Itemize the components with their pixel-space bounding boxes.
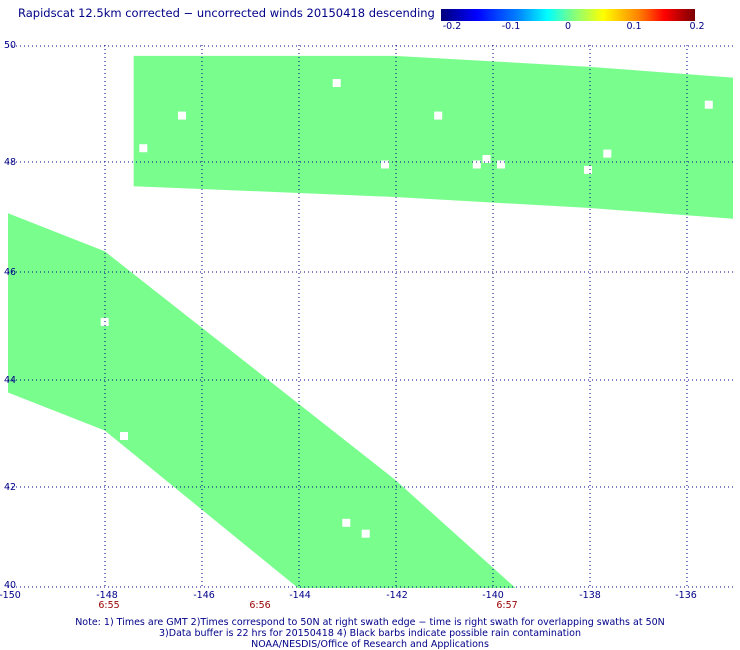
no-data-cell <box>704 100 713 109</box>
graticule <box>8 45 733 588</box>
no-data-cell <box>497 160 505 169</box>
no-data-cell <box>120 432 128 440</box>
no-data-cell <box>342 518 351 527</box>
lon-label-144: -144 <box>289 590 311 601</box>
no-data-cell <box>178 111 186 120</box>
lon-label-136: -136 <box>675 590 697 601</box>
colorbar <box>441 9 695 21</box>
colorbar-label-zero: 0 <box>564 21 572 32</box>
note-line-1: Note: 1) Times are GMT 2)Times correspon… <box>75 617 665 628</box>
note-line-3: NOAA/NESDIS/Office of Research and Appli… <box>251 639 489 650</box>
lon-label-150: -150 <box>0 590 21 601</box>
no-data-cell <box>139 144 148 153</box>
lat-label-48: 48 <box>4 157 17 168</box>
wind-swaths <box>8 55 733 588</box>
lon-label-142: -142 <box>386 590 408 601</box>
colorbar-label-pos02: 0.2 <box>689 21 705 32</box>
lat-label-50: 50 <box>4 40 17 51</box>
no-data-cell <box>381 160 389 169</box>
no-data-cell <box>603 149 612 158</box>
no-data-cell <box>361 529 370 538</box>
no-data-cell <box>332 79 341 87</box>
colorbar-label-pos01: 0.1 <box>626 21 642 32</box>
lon-label-146: -146 <box>193 590 215 601</box>
north-swath <box>133 55 733 219</box>
lon-label-138: -138 <box>579 590 601 601</box>
map-title: Rapidscat 12.5km corrected − uncorrected… <box>18 6 435 20</box>
no-data-cell <box>482 155 491 163</box>
colorbar-label-neg01: -0.1 <box>501 21 521 32</box>
no-data-cell <box>434 111 443 120</box>
time-label-655: 6:55 <box>98 600 120 611</box>
note-line-2: 3)Data buffer is 22 hrs for 20150418 4) … <box>159 628 581 639</box>
lat-label-40: 40 <box>4 580 17 591</box>
lon-label-140: -140 <box>482 590 504 601</box>
lon-label-148: -148 <box>96 590 118 601</box>
no-data-cell <box>472 160 481 169</box>
lat-label-44: 44 <box>4 375 17 386</box>
map-plot <box>8 45 733 588</box>
no-data-cell <box>584 165 592 174</box>
lat-label-46: 46 <box>4 267 17 278</box>
lat-label-42: 42 <box>4 482 17 493</box>
time-label-657: 6:57 <box>496 600 518 611</box>
colorbar-label-neg02: -0.2 <box>442 21 462 32</box>
time-label-656: 6:56 <box>249 600 271 611</box>
south-swath <box>8 213 516 588</box>
